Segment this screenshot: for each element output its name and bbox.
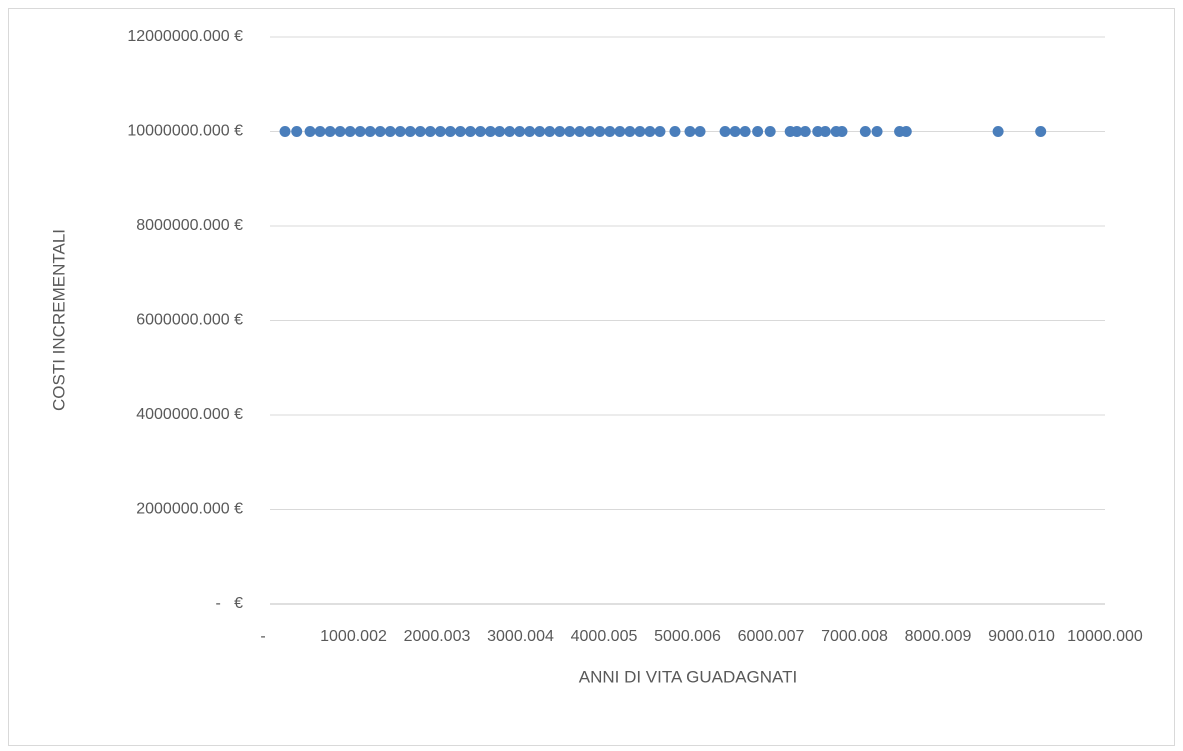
point [614, 126, 626, 137]
y-axis-title: COSTI INCREMENTALI [49, 229, 68, 411]
y-tick-label: 10000000.000 € [127, 123, 243, 140]
point [494, 126, 506, 137]
x-tick-label: 5000.006 [654, 628, 721, 645]
point [871, 126, 883, 137]
point [634, 126, 646, 137]
point [594, 126, 606, 137]
y-tick-label: - € [215, 595, 243, 612]
point [654, 126, 666, 137]
point [514, 126, 526, 137]
point [669, 126, 681, 137]
x-axis-title: ANNI DI VITA GUADAGNATI [579, 667, 798, 686]
point [859, 126, 871, 137]
y-tick-label: 12000000.000 € [127, 28, 243, 45]
x-tick-label: 6000.007 [738, 628, 805, 645]
point [384, 126, 396, 137]
point [554, 126, 566, 137]
point [564, 126, 576, 137]
x-tick-label: 8000.009 [905, 628, 972, 645]
y-tick-label: 8000000.000 € [136, 217, 243, 234]
point [374, 126, 386, 137]
point [729, 126, 741, 137]
point [992, 126, 1004, 137]
point [434, 126, 446, 137]
point [584, 126, 596, 137]
point [1035, 126, 1047, 137]
point [424, 126, 436, 137]
y-tick-label: 2000000.000 € [136, 501, 243, 518]
point [454, 126, 466, 137]
point [444, 126, 456, 137]
point [314, 126, 326, 137]
point [819, 126, 831, 137]
point [279, 126, 291, 137]
point [791, 126, 803, 137]
point [534, 126, 546, 137]
point [474, 126, 486, 137]
point [354, 126, 366, 137]
point [324, 126, 336, 137]
point [812, 126, 824, 137]
point [624, 126, 636, 137]
y-tick-label: 6000000.000 € [136, 312, 243, 329]
x-tick-label: 3000.004 [487, 628, 554, 645]
point [694, 126, 706, 137]
point [304, 126, 316, 137]
x-tick-label: 9000.010 [988, 628, 1055, 645]
point [404, 126, 416, 137]
point [524, 126, 536, 137]
point [719, 126, 731, 137]
point [544, 126, 556, 137]
point [291, 126, 303, 137]
point [799, 126, 811, 137]
y-tick-label: 4000000.000 € [136, 406, 243, 423]
point [484, 126, 496, 137]
point [644, 126, 656, 137]
point [739, 126, 751, 137]
point [836, 126, 848, 137]
point [752, 126, 764, 137]
point [364, 126, 376, 137]
x-tick-label: 10000.000 [1067, 628, 1143, 645]
x-tick-label: 7000.008 [821, 628, 888, 645]
point [504, 126, 516, 137]
x-tick-label: 2000.003 [404, 628, 471, 645]
point [684, 126, 696, 137]
point [464, 126, 476, 137]
x-tick-label: 1000.002 [320, 628, 387, 645]
point [900, 126, 912, 137]
point [604, 126, 616, 137]
point [334, 126, 346, 137]
point [344, 126, 356, 137]
point [394, 126, 406, 137]
point [764, 126, 776, 137]
point [574, 126, 586, 137]
x-tick-label: 4000.005 [571, 628, 638, 645]
x-tick-label: - [260, 628, 265, 645]
point [414, 126, 426, 137]
